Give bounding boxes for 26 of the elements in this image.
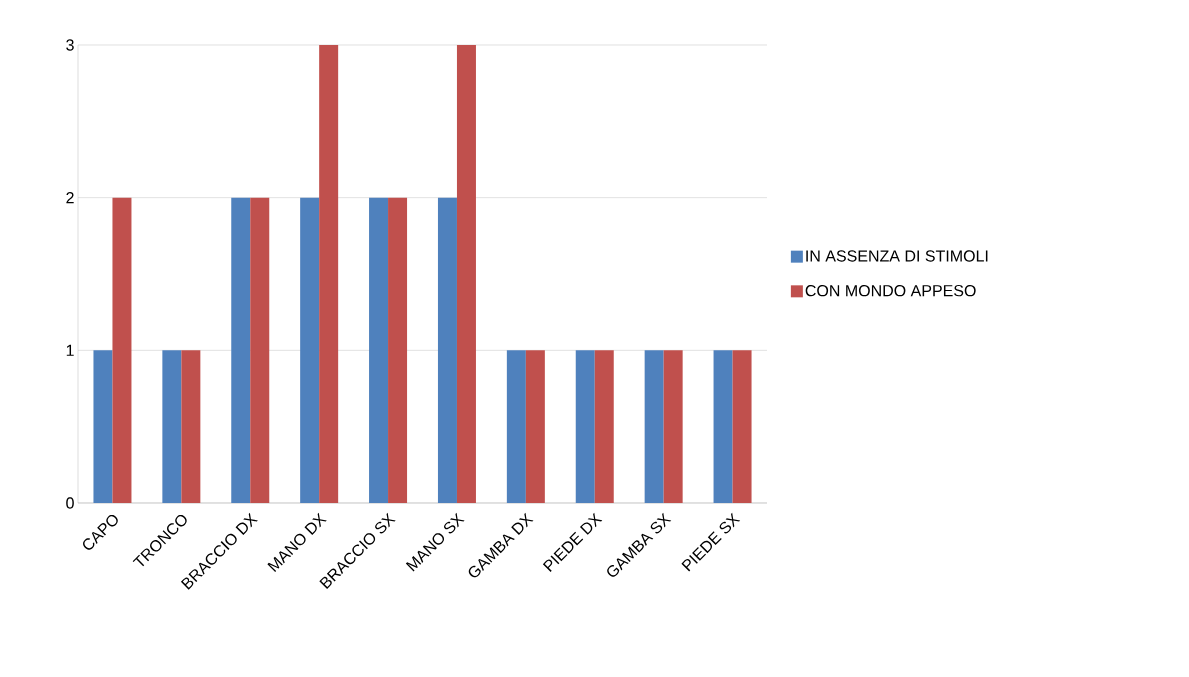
bar [112, 197, 132, 503]
bar [644, 350, 664, 503]
bar [162, 350, 182, 503]
y-tick-label: 0 [66, 497, 74, 509]
bar [181, 350, 201, 503]
bar [594, 350, 614, 503]
bar [713, 350, 733, 503]
bar [525, 350, 545, 503]
bar [250, 197, 270, 503]
bar [388, 197, 408, 503]
bar [575, 350, 595, 503]
bar [369, 197, 389, 503]
bar [732, 350, 752, 503]
bar [506, 350, 526, 503]
legend-label: CON MONDO APPESO [805, 284, 976, 297]
legend-label: IN ASSENZA DI STIMOLI [806, 250, 988, 262]
bar [456, 44, 476, 503]
y-tick-label: 2 [66, 192, 74, 204]
bar [93, 350, 113, 503]
bar [319, 44, 339, 503]
bar [663, 350, 683, 503]
bar [231, 197, 251, 503]
bar [300, 197, 320, 503]
bar [437, 197, 457, 503]
y-tick-label: 1 [66, 344, 74, 356]
y-tick-label: 3 [66, 39, 74, 51]
